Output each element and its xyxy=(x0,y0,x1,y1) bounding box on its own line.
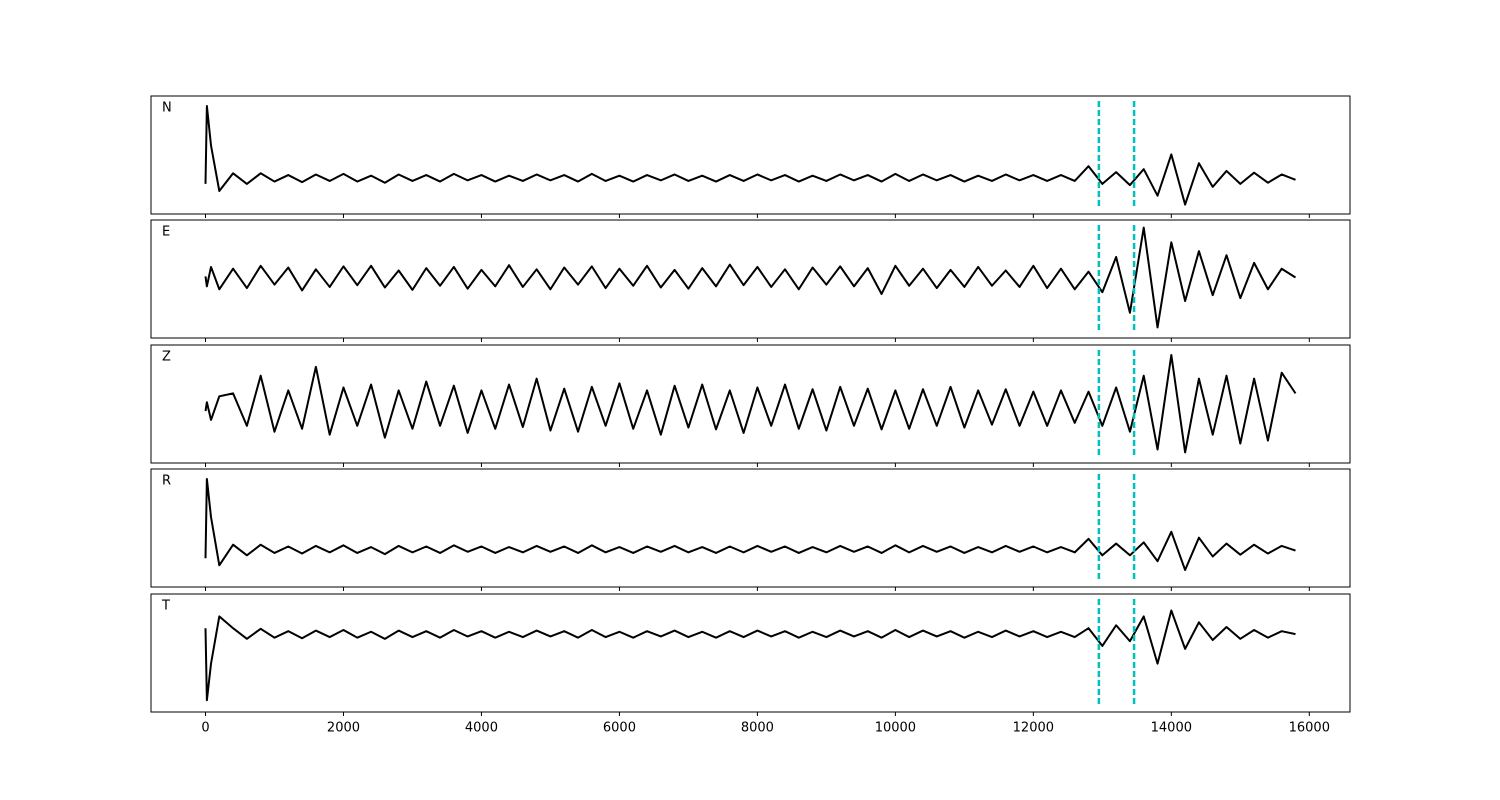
panel-frame xyxy=(150,593,1351,713)
x-tick-label: 4000 xyxy=(465,721,498,736)
x-tick-label: 6000 xyxy=(603,721,636,736)
trace xyxy=(204,477,1296,571)
panel-frame xyxy=(150,344,1351,464)
x-tick-label: 0 xyxy=(201,721,209,736)
panel-frame xyxy=(150,468,1351,588)
trace xyxy=(204,105,1296,206)
panel-label: R xyxy=(162,474,171,489)
x-tick-label: 2000 xyxy=(327,721,360,736)
panel-label: N xyxy=(162,101,172,116)
x-tick-label: 8000 xyxy=(741,721,774,736)
panel-label: E xyxy=(162,225,170,240)
panel-label: T xyxy=(161,599,170,614)
panel-label: Z xyxy=(162,350,171,365)
x-tick-label: 10000 xyxy=(875,721,916,736)
panel-frame xyxy=(150,219,1351,339)
trace xyxy=(204,354,1297,454)
x-tick-label: 14000 xyxy=(1151,721,1192,736)
trace xyxy=(204,226,1297,329)
x-tick-label: 16000 xyxy=(1289,721,1330,736)
trace xyxy=(204,609,1296,702)
x-tick-label: 12000 xyxy=(1013,721,1054,736)
panel-frame xyxy=(150,95,1351,215)
